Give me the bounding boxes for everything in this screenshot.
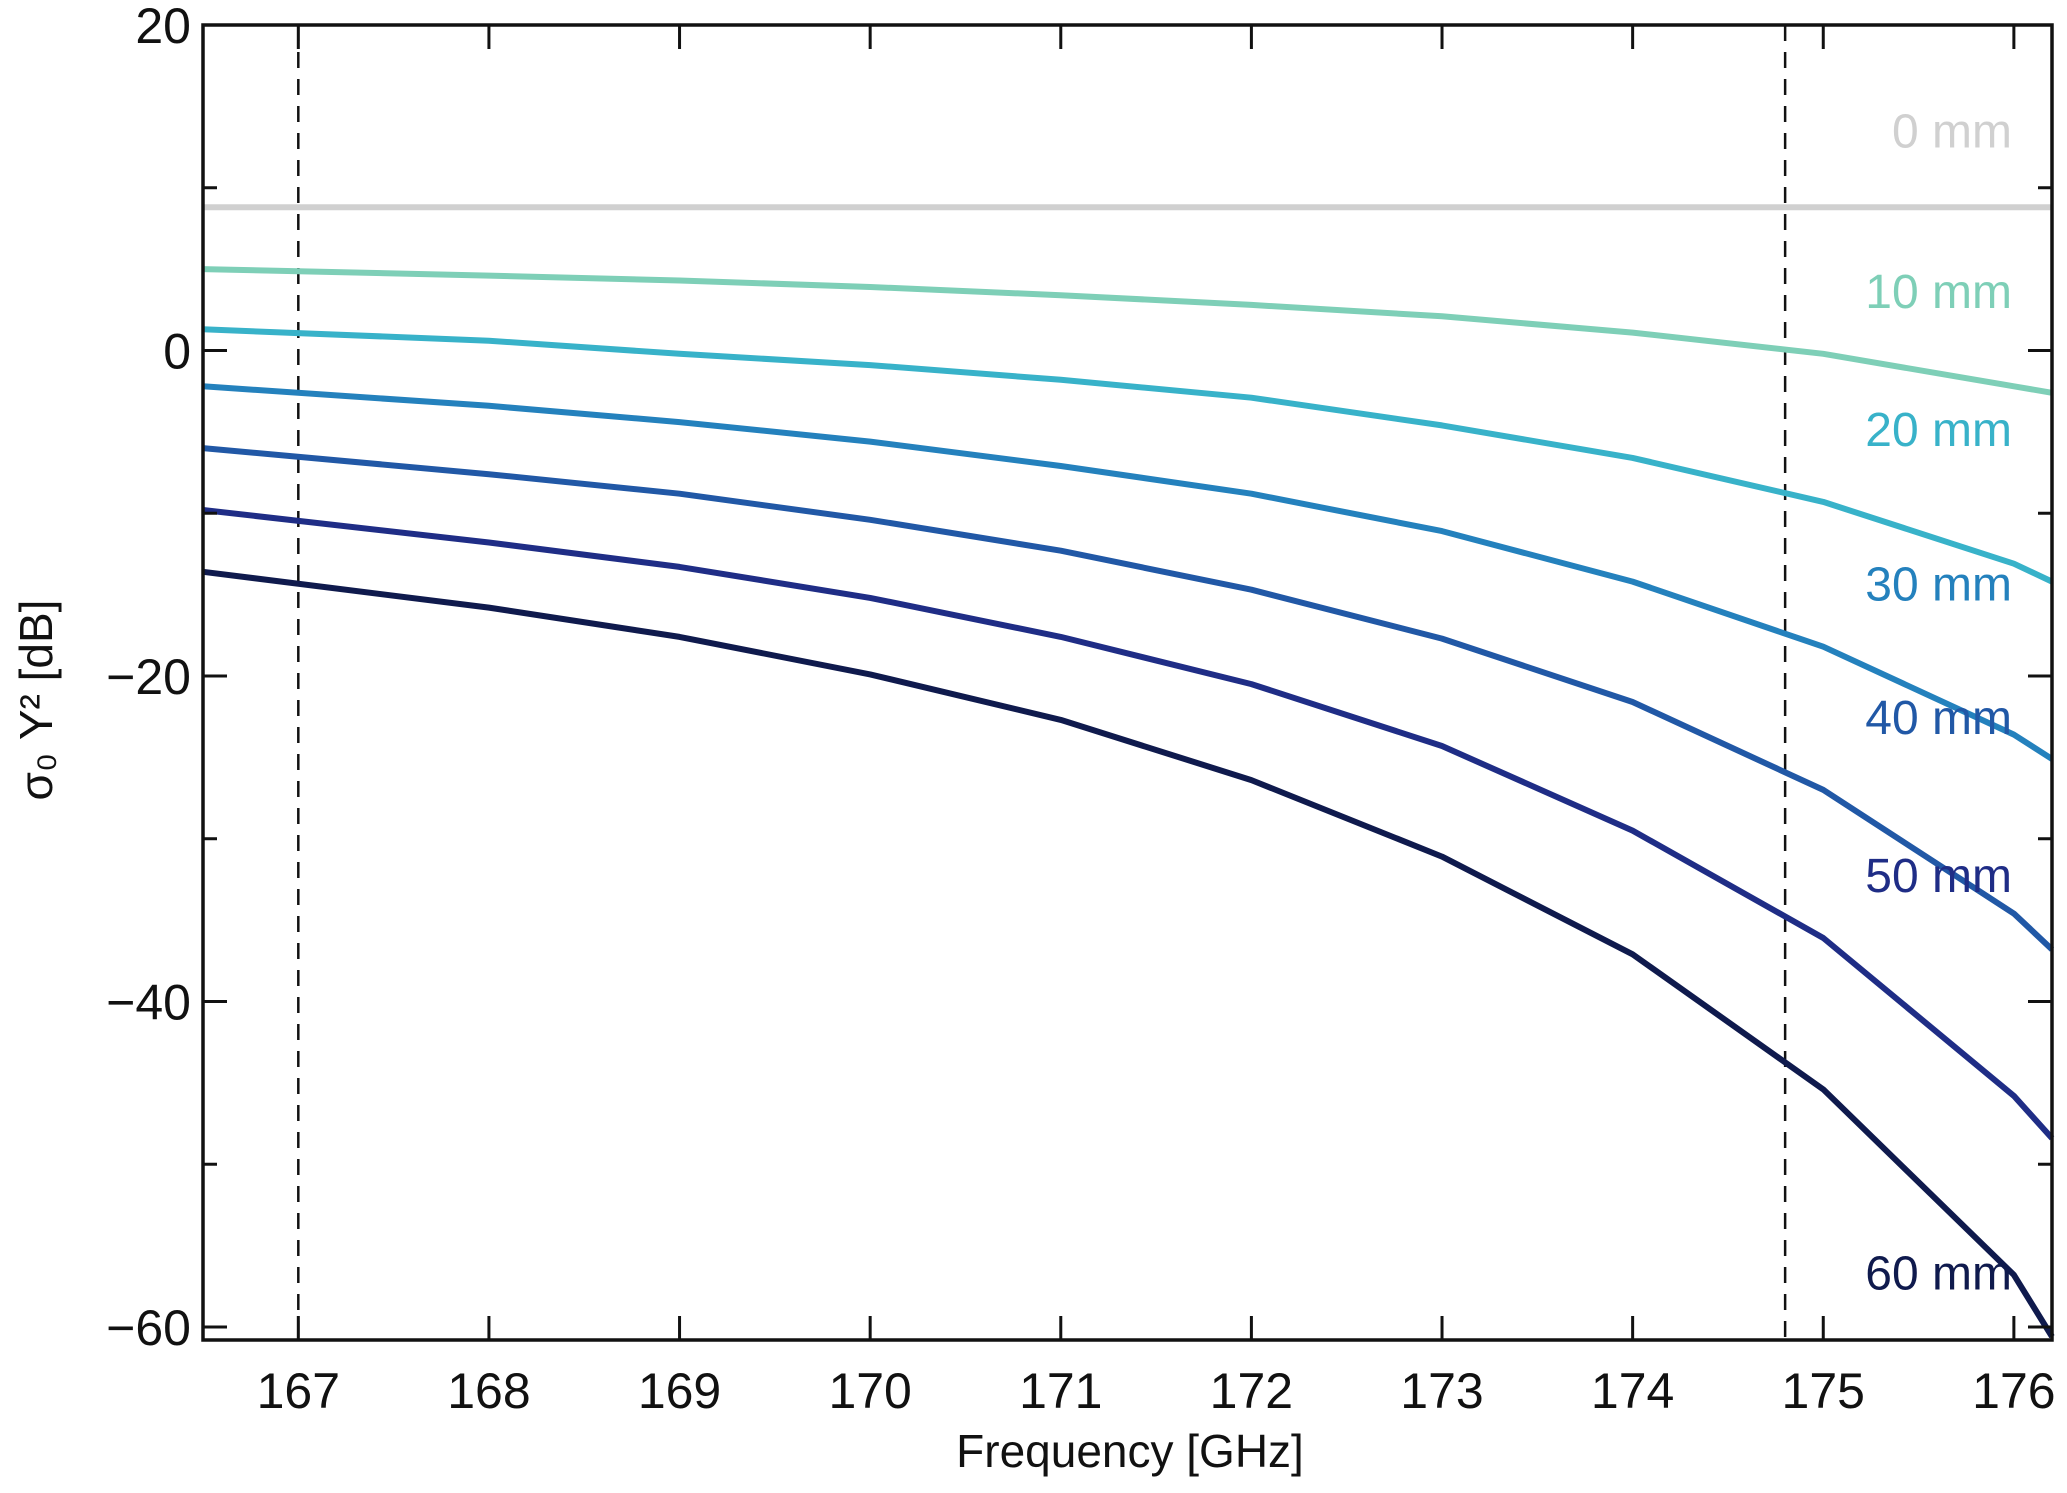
- x-tick-label: 171: [1019, 1363, 1102, 1419]
- x-tick-label: 176: [1972, 1363, 2055, 1419]
- x-tick-label: 172: [1210, 1363, 1293, 1419]
- series-line-10-mm: [202, 266, 2053, 396]
- x-tick-label: 169: [638, 1363, 721, 1419]
- series-line-60-mm: [202, 568, 2055, 1339]
- series-line-20-mm: [202, 326, 2054, 585]
- plot-frame: [201, 23, 2054, 1342]
- series-line-40-mm: [202, 445, 2055, 952]
- y-tick-label: −20: [106, 649, 191, 705]
- plot-border: [201, 23, 2054, 1342]
- y-tick-label: 0: [163, 323, 191, 379]
- y-axis-title: σ₀ Y² [dB]: [10, 600, 62, 801]
- y-tick-label: −60: [106, 1300, 191, 1356]
- reference-lines: [297, 25, 1787, 1340]
- series-label-40-mm: 40 mm: [1865, 692, 2012, 745]
- axis-ticks: 167 168 169 170 171 172 173 174 175 176 −60 −40 −20 0…: [106, 0, 2055, 1419]
- y-tick-label: 20: [135, 0, 191, 54]
- x-tick-label: 167: [257, 1363, 340, 1419]
- series-label-20-mm: 20 mm: [1865, 404, 2012, 457]
- series-label-0-mm: 0 mm: [1892, 105, 2012, 158]
- series-label-50-mm: 50 mm: [1865, 850, 2012, 903]
- series-line-50-mm: [202, 507, 2055, 1141]
- series-line-30-mm: [202, 383, 2054, 762]
- x-tick-label: 168: [447, 1363, 530, 1419]
- series-label-60-mm: 60 mm: [1865, 1248, 2012, 1301]
- series-lines: [202, 204, 2055, 1339]
- series-label-30-mm: 30 mm: [1865, 559, 2012, 612]
- y-tick-label: −40: [106, 974, 191, 1030]
- x-tick-label: 175: [1782, 1363, 1865, 1419]
- x-axis-title: Frequency [GHz]: [956, 1425, 1304, 1477]
- x-tick-label: 174: [1591, 1363, 1674, 1419]
- x-tick-label: 173: [1400, 1363, 1483, 1419]
- x-tick-label: 170: [828, 1363, 911, 1419]
- series-labels: 0 mm 10 mm 20 mm 30 mm 40 mm 50 mm 60 mm: [1865, 105, 2012, 1300]
- series-label-10-mm: 10 mm: [1865, 266, 2012, 319]
